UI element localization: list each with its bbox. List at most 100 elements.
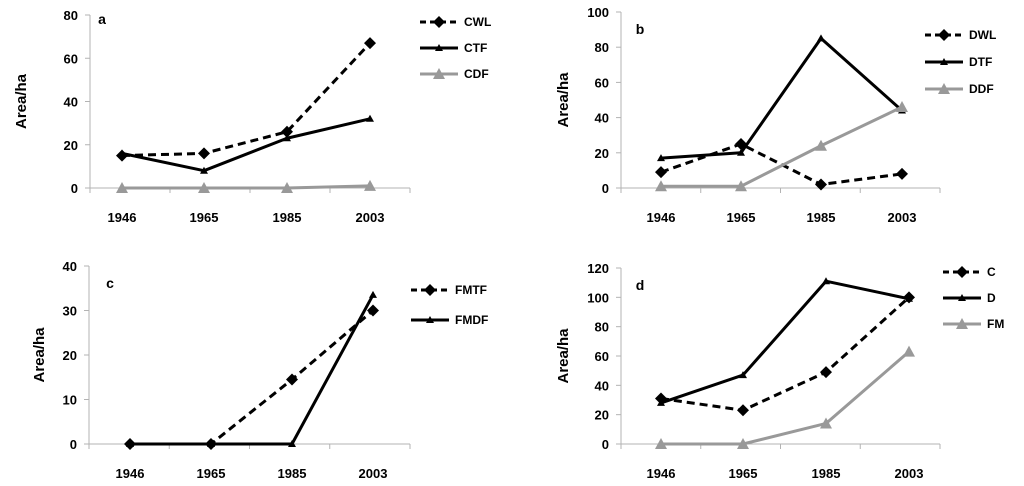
legend-label: FMTF — [455, 283, 487, 297]
chart-panel-d: 0 20 40 60 80 100 120 1946 1965 1985 2003 Area/ha d C… — [555, 261, 1004, 481]
series-fm — [655, 345, 915, 449]
series-cwl — [116, 37, 376, 162]
data-point — [364, 37, 376, 50]
data-point — [817, 34, 825, 42]
legend-label: D — [987, 291, 996, 305]
series-dwl — [655, 138, 908, 191]
legend-label: C — [987, 265, 996, 279]
legend-marker — [424, 284, 436, 296]
data-point — [369, 290, 377, 298]
data-point — [822, 277, 830, 285]
panel-label: a — [98, 11, 106, 27]
y-tick-label: 40 — [595, 111, 609, 126]
data-point — [207, 440, 215, 447]
y-tick-label: 0 — [602, 437, 609, 452]
legend: DWL DTF DDF — [925, 28, 996, 96]
y-tick-label: 10 — [63, 393, 77, 408]
series-line — [121, 42, 372, 158]
x-tick-label: 1946 — [116, 466, 145, 481]
data-point — [657, 398, 665, 406]
x-tick-label: 2003 — [356, 210, 385, 225]
x-tick-label: 2003 — [359, 466, 388, 481]
x-tick-label: 1965 — [197, 466, 226, 481]
series-c — [655, 291, 915, 417]
panel-label: c — [106, 275, 114, 291]
y-tick-label: 0 — [71, 181, 78, 196]
y-tick-label: 80 — [595, 320, 609, 335]
data-point — [737, 438, 749, 449]
series-ctf — [118, 114, 374, 174]
x-tick-label: 1965 — [190, 210, 219, 225]
legend-label: DTF — [969, 55, 992, 69]
legend-label: CWL — [464, 15, 491, 29]
data-point — [281, 182, 293, 193]
legend-marker — [956, 318, 968, 329]
data-point — [896, 167, 908, 180]
data-point — [655, 438, 667, 449]
y-tick-label: 40 — [64, 95, 78, 110]
series-d — [657, 277, 913, 406]
series-line — [661, 105, 903, 188]
y-tick-label: 20 — [595, 146, 609, 161]
x-tick-label: 1985 — [812, 466, 841, 481]
data-point — [198, 147, 210, 160]
series-dtf — [657, 34, 906, 162]
x-tick-label: 1985 — [807, 210, 836, 225]
data-point — [820, 417, 832, 429]
data-point — [905, 294, 913, 302]
series-cdf — [116, 179, 376, 193]
legend-marker — [426, 316, 434, 323]
y-tick-label: 0 — [602, 181, 609, 196]
y-tick-label: 40 — [63, 259, 77, 274]
data-point — [737, 148, 745, 156]
data-point — [896, 101, 908, 113]
data-point — [200, 166, 208, 174]
y-tick-label: 60 — [595, 75, 609, 90]
series-fmdf — [126, 290, 377, 447]
data-point — [815, 178, 827, 191]
data-point — [820, 366, 832, 379]
legend-label: DDF — [969, 82, 994, 96]
legend-marker — [435, 44, 443, 51]
y-tick-label: 20 — [64, 138, 78, 153]
legend-label: FM — [987, 317, 1004, 331]
series-ddf — [655, 101, 908, 192]
legend-label: FMDF — [455, 313, 488, 327]
chart-panel-c: 0 10 20 30 40 1946 1965 1985 2003 Area/ha c FMTF FMD… — [31, 259, 488, 481]
data-point — [364, 179, 376, 191]
data-point — [116, 182, 128, 193]
series-line — [660, 296, 911, 412]
y-tick-label: 40 — [595, 378, 609, 393]
data-point — [657, 154, 665, 162]
data-point — [737, 404, 749, 417]
y-tick-label: 100 — [587, 290, 609, 305]
series-line — [121, 117, 371, 173]
legend-label: CTF — [464, 41, 487, 55]
legend-marker — [958, 294, 966, 301]
x-tick-label: 1946 — [647, 210, 676, 225]
x-tick-label: 2003 — [895, 466, 924, 481]
x-tick-label: 1946 — [647, 466, 676, 481]
series-line — [660, 142, 903, 186]
series-fmtf — [124, 304, 379, 450]
y-axis-title: Area/ha — [13, 73, 30, 129]
data-point — [198, 182, 210, 193]
y-tick-label: 0 — [70, 437, 77, 452]
x-tick-label: 1965 — [729, 466, 758, 481]
series-line — [130, 294, 375, 446]
series-line — [122, 184, 371, 190]
y-tick-label: 20 — [63, 348, 77, 363]
x-tick-label: 1946 — [108, 210, 137, 225]
y-tick-label: 80 — [595, 40, 609, 55]
data-point — [126, 440, 134, 447]
x-tick-label: 1985 — [278, 466, 307, 481]
data-point — [903, 345, 915, 357]
panel-label: d — [636, 277, 645, 293]
y-tick-label: 120 — [587, 261, 609, 276]
series-line — [660, 279, 910, 405]
y-tick-label: 20 — [595, 408, 609, 423]
data-point — [283, 134, 291, 142]
